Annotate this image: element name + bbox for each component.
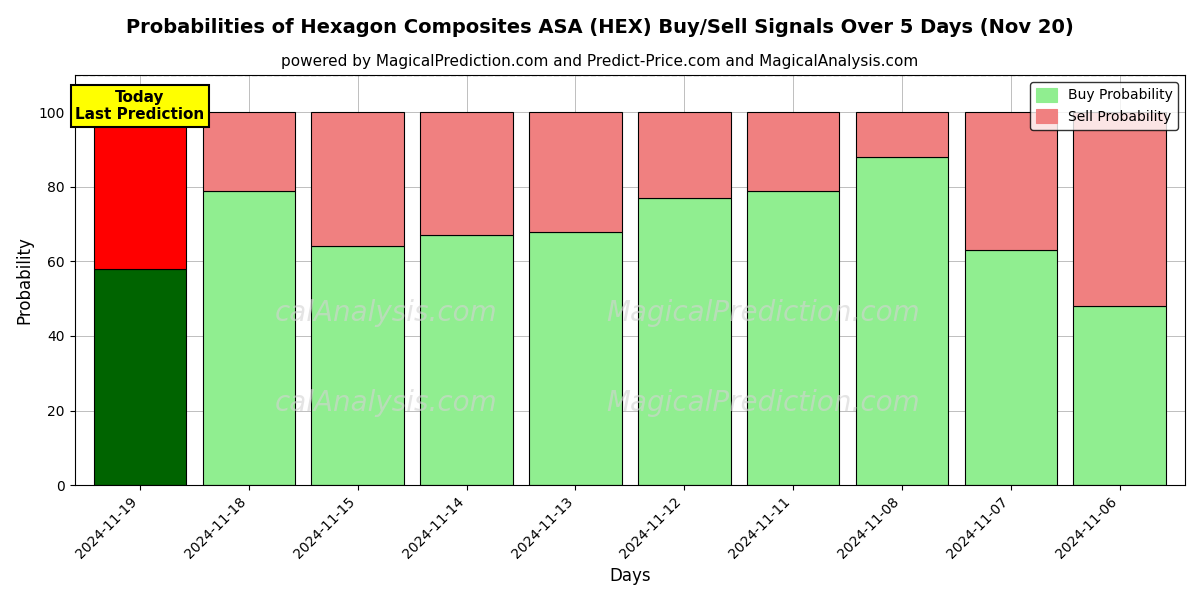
Bar — [746, 112, 839, 191]
Bar — [1074, 112, 1166, 306]
Bar — [746, 191, 839, 485]
Bar — [965, 250, 1057, 485]
Bar — [94, 112, 186, 269]
Bar — [529, 232, 622, 485]
Bar — [638, 198, 731, 485]
Bar — [856, 157, 948, 485]
Text: Probabilities of Hexagon Composites ASA (HEX) Buy/Sell Signals Over 5 Days (Nov : Probabilities of Hexagon Composites ASA … — [126, 18, 1074, 37]
Bar — [965, 112, 1057, 250]
Bar — [312, 112, 404, 247]
Bar — [312, 247, 404, 485]
Bar — [420, 235, 512, 485]
X-axis label: Days: Days — [610, 567, 650, 585]
Text: powered by MagicalPrediction.com and Predict-Price.com and MagicalAnalysis.com: powered by MagicalPrediction.com and Pre… — [281, 54, 919, 69]
Bar — [203, 191, 295, 485]
Y-axis label: Probability: Probability — [16, 236, 34, 324]
Text: MagicalPrediction.com: MagicalPrediction.com — [606, 299, 920, 327]
Legend: Buy Probability, Sell Probability: Buy Probability, Sell Probability — [1030, 82, 1178, 130]
Text: Today
Last Prediction: Today Last Prediction — [76, 90, 204, 122]
Bar — [1074, 306, 1166, 485]
Bar — [203, 112, 295, 191]
Bar — [420, 112, 512, 235]
Bar — [638, 112, 731, 198]
Bar — [529, 112, 622, 232]
Text: calAnalysis.com: calAnalysis.com — [275, 299, 497, 327]
Bar — [94, 269, 186, 485]
Text: MagicalPrediction.com: MagicalPrediction.com — [606, 389, 920, 417]
Text: calAnalysis.com: calAnalysis.com — [275, 389, 497, 417]
Bar — [856, 112, 948, 157]
